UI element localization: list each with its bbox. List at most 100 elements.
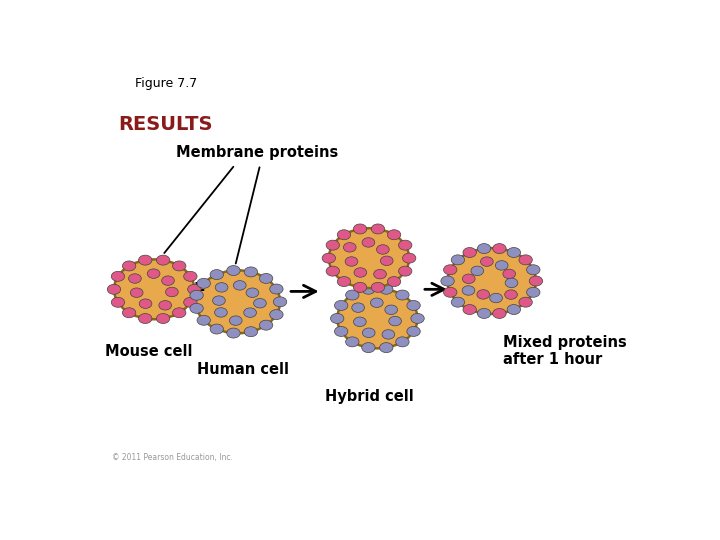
Circle shape	[396, 337, 409, 347]
Circle shape	[330, 313, 344, 323]
Circle shape	[244, 267, 258, 277]
Ellipse shape	[114, 259, 194, 319]
Circle shape	[156, 255, 170, 265]
Circle shape	[335, 300, 348, 310]
Circle shape	[462, 286, 475, 295]
Circle shape	[122, 308, 136, 318]
Ellipse shape	[329, 228, 409, 288]
Circle shape	[384, 305, 397, 314]
Circle shape	[492, 308, 506, 319]
Circle shape	[490, 293, 503, 303]
Circle shape	[387, 276, 401, 287]
Circle shape	[259, 320, 273, 330]
Circle shape	[492, 244, 506, 254]
Circle shape	[411, 313, 424, 323]
Circle shape	[382, 329, 395, 339]
Circle shape	[326, 240, 340, 250]
Circle shape	[451, 297, 464, 307]
Circle shape	[354, 317, 366, 327]
Circle shape	[372, 282, 384, 292]
Circle shape	[444, 265, 457, 275]
Circle shape	[396, 290, 409, 300]
Circle shape	[227, 266, 240, 275]
Circle shape	[354, 268, 366, 277]
Text: Mixed proteins
after 1 hour: Mixed proteins after 1 hour	[503, 335, 626, 367]
Circle shape	[371, 298, 383, 307]
Circle shape	[463, 305, 477, 314]
Circle shape	[519, 297, 532, 307]
Circle shape	[184, 298, 197, 307]
Circle shape	[112, 272, 125, 281]
Circle shape	[246, 288, 258, 298]
Circle shape	[505, 278, 518, 288]
Ellipse shape	[337, 288, 418, 348]
Circle shape	[379, 284, 393, 294]
Circle shape	[374, 269, 387, 279]
Circle shape	[362, 238, 375, 247]
Circle shape	[361, 343, 375, 353]
Circle shape	[244, 308, 256, 318]
Circle shape	[274, 297, 287, 307]
Circle shape	[352, 303, 364, 312]
Circle shape	[477, 308, 491, 319]
Circle shape	[463, 247, 477, 258]
Circle shape	[495, 261, 508, 270]
Circle shape	[156, 314, 170, 323]
Circle shape	[526, 265, 540, 275]
Circle shape	[129, 274, 141, 284]
Circle shape	[377, 245, 390, 254]
Circle shape	[230, 316, 242, 325]
Circle shape	[354, 224, 366, 234]
Circle shape	[407, 327, 420, 336]
Circle shape	[380, 256, 393, 266]
Circle shape	[138, 314, 152, 323]
Circle shape	[112, 298, 125, 307]
Circle shape	[188, 285, 201, 294]
Text: Figure 7.7: Figure 7.7	[135, 77, 197, 90]
Ellipse shape	[448, 248, 536, 314]
Circle shape	[190, 303, 203, 313]
Circle shape	[471, 266, 484, 275]
Circle shape	[148, 269, 160, 278]
Circle shape	[197, 278, 210, 288]
Circle shape	[505, 290, 518, 299]
Circle shape	[326, 266, 340, 276]
Circle shape	[322, 253, 336, 263]
Text: +: +	[186, 279, 207, 303]
Text: Human cell: Human cell	[197, 362, 289, 377]
Circle shape	[210, 269, 223, 280]
Text: Mouse cell: Mouse cell	[105, 344, 192, 359]
Circle shape	[529, 276, 543, 286]
Circle shape	[354, 282, 366, 292]
Circle shape	[337, 230, 351, 240]
Circle shape	[212, 296, 225, 305]
Circle shape	[215, 282, 228, 292]
Circle shape	[402, 253, 416, 263]
Circle shape	[477, 244, 491, 254]
Text: RESULTS: RESULTS	[118, 114, 212, 134]
Ellipse shape	[196, 271, 280, 333]
Circle shape	[197, 315, 210, 325]
Circle shape	[507, 247, 521, 258]
Circle shape	[138, 255, 152, 265]
Circle shape	[444, 287, 457, 297]
Circle shape	[253, 299, 266, 308]
Circle shape	[477, 289, 490, 299]
Circle shape	[462, 274, 475, 284]
Circle shape	[107, 285, 121, 294]
Circle shape	[270, 284, 283, 294]
Circle shape	[345, 256, 358, 266]
Circle shape	[343, 242, 356, 252]
Circle shape	[346, 290, 359, 300]
Circle shape	[480, 257, 493, 266]
Circle shape	[507, 305, 521, 314]
Circle shape	[503, 269, 516, 279]
Circle shape	[190, 291, 203, 300]
Text: Hybrid cell: Hybrid cell	[325, 389, 413, 404]
Circle shape	[335, 327, 348, 336]
Circle shape	[166, 287, 179, 296]
Circle shape	[227, 328, 240, 338]
Circle shape	[398, 240, 412, 250]
Circle shape	[441, 276, 454, 286]
Circle shape	[387, 230, 401, 240]
